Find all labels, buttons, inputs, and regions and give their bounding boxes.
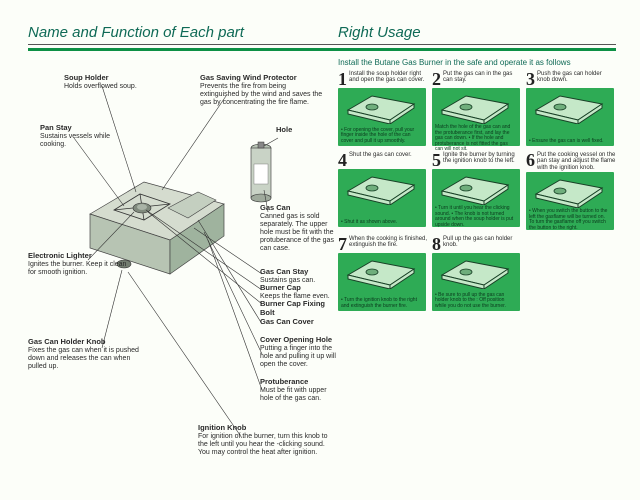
step-illustration [338, 88, 426, 127]
title-left: Name and Function of Each part [28, 24, 244, 41]
label-hole: Hole [276, 126, 326, 135]
rule-thin [28, 44, 616, 45]
rule-thick [28, 48, 616, 51]
step-number: 8 [432, 236, 441, 252]
step-illustration [432, 253, 520, 292]
step-text: Put the cooking vessel on the pan stay a… [537, 152, 616, 171]
label-soup: Soup HolderHolds overflowed soup. [64, 74, 174, 91]
usage-intro: Install the Butane Gas Burner in the saf… [338, 58, 618, 67]
step-caption: Match the hole of the gas can and the pr… [432, 124, 520, 155]
step-caption: • When you switch the button to the left… [526, 208, 614, 233]
step-illustration [432, 88, 520, 124]
steps-row-2: 4 Shut the gas can cover. • Shut it as s… [338, 152, 618, 230]
step-caption: • Turn the ignition knob to the right an… [338, 297, 426, 311]
step-illustration [526, 88, 614, 138]
step: 7 When the cooking is finished, extingui… [338, 236, 428, 311]
label-open: Cover Opening HolePutting a finger into … [260, 336, 338, 369]
step-tile: • Be sure to pull up the gas can holder … [432, 253, 520, 311]
step-tile: • For opening the cover, pull your finge… [338, 88, 426, 146]
step-number: 3 [526, 71, 535, 87]
step-tile: • Turn the ignition knob to the right an… [338, 253, 426, 311]
label-knob: Gas Can Holder KnobFixes the gas can whe… [28, 338, 148, 371]
step-text: Put the gas can in the gas can stay. [443, 71, 522, 87]
step: 2 Put the gas can in the gas can stay. M… [432, 71, 522, 146]
label-gcan: Gas CanCanned gas is sold separately. Th… [260, 204, 334, 253]
parts-diagram: Soup HolderHolds overflowed soup. Pan St… [28, 60, 328, 470]
step-text: Push the gas can holder knob down. [537, 71, 616, 87]
title-right: Right Usage [338, 24, 421, 41]
label-elig: Electronic LighterIgnites the burner. Ke… [28, 252, 132, 277]
step: 3 Push the gas can holder knob down. • E… [526, 71, 616, 146]
step-caption: • Turn it until you hear the clicking so… [432, 205, 520, 230]
steps-row-1: 1 Install the soup holder right and open… [338, 71, 618, 146]
step-illustration [338, 253, 426, 297]
step-tile: • When you switch the button to the left… [526, 172, 614, 230]
step-text: Install the soup holder right and open t… [349, 71, 428, 87]
step-caption: • Be sure to pull up the gas can holder … [432, 292, 520, 312]
step-text: When the cooking is finished, extinguish… [349, 236, 428, 252]
step-tile: • Turn it until you hear the clicking so… [432, 169, 520, 227]
step-number: 4 [338, 152, 347, 168]
step-illustration [432, 169, 520, 205]
step-text: Pull up the gas can holder knob. [443, 236, 522, 252]
label-ign: Ignition KnobFor ignition of the burner,… [198, 424, 328, 457]
usage-panel: Install the Butane Gas Burner in the saf… [338, 58, 618, 311]
label-pan: Pan StaySustains vessels while cooking. [40, 124, 136, 149]
step-caption: • Ensure the gas can is well fixed. [526, 138, 614, 147]
step-caption: • Shut it as shown above. [338, 219, 426, 228]
steps-row-3: 7 When the cooking is finished, extingui… [338, 236, 618, 311]
step-illustration [338, 169, 426, 219]
step-tile: Match the hole of the gas can and the pr… [432, 88, 520, 146]
step-tile: • Ensure the gas can is well fixed. [526, 88, 614, 146]
label-wind: Gas Saving Wind ProtectorPrevents the fi… [200, 74, 324, 107]
step-number: 7 [338, 236, 347, 252]
step-number: 2 [432, 71, 441, 87]
label-prot: ProtuberanceMust be fit with upper hole … [260, 378, 338, 403]
step-text: Shut the gas can cover. [349, 152, 428, 168]
step: 4 Shut the gas can cover. • Shut it as s… [338, 152, 428, 230]
step-illustration [526, 172, 614, 208]
step: 5 Ignite the burner by turning the ignit… [432, 152, 522, 230]
step: 6 Put the cooking vessel on the pan stay… [526, 152, 616, 230]
step-tile: • Shut it as shown above. [338, 169, 426, 227]
label-bolt: Burner Cap Fixing Bolt [260, 300, 340, 318]
label-cover: Gas Can Cover [260, 318, 340, 327]
step-number: 6 [526, 152, 535, 171]
step: 1 Install the soup holder right and open… [338, 71, 428, 146]
step-caption: • For opening the cover, pull your finge… [338, 127, 426, 147]
step-number: 1 [338, 71, 347, 87]
step: 8 Pull up the gas can holder knob. • Be … [432, 236, 522, 311]
